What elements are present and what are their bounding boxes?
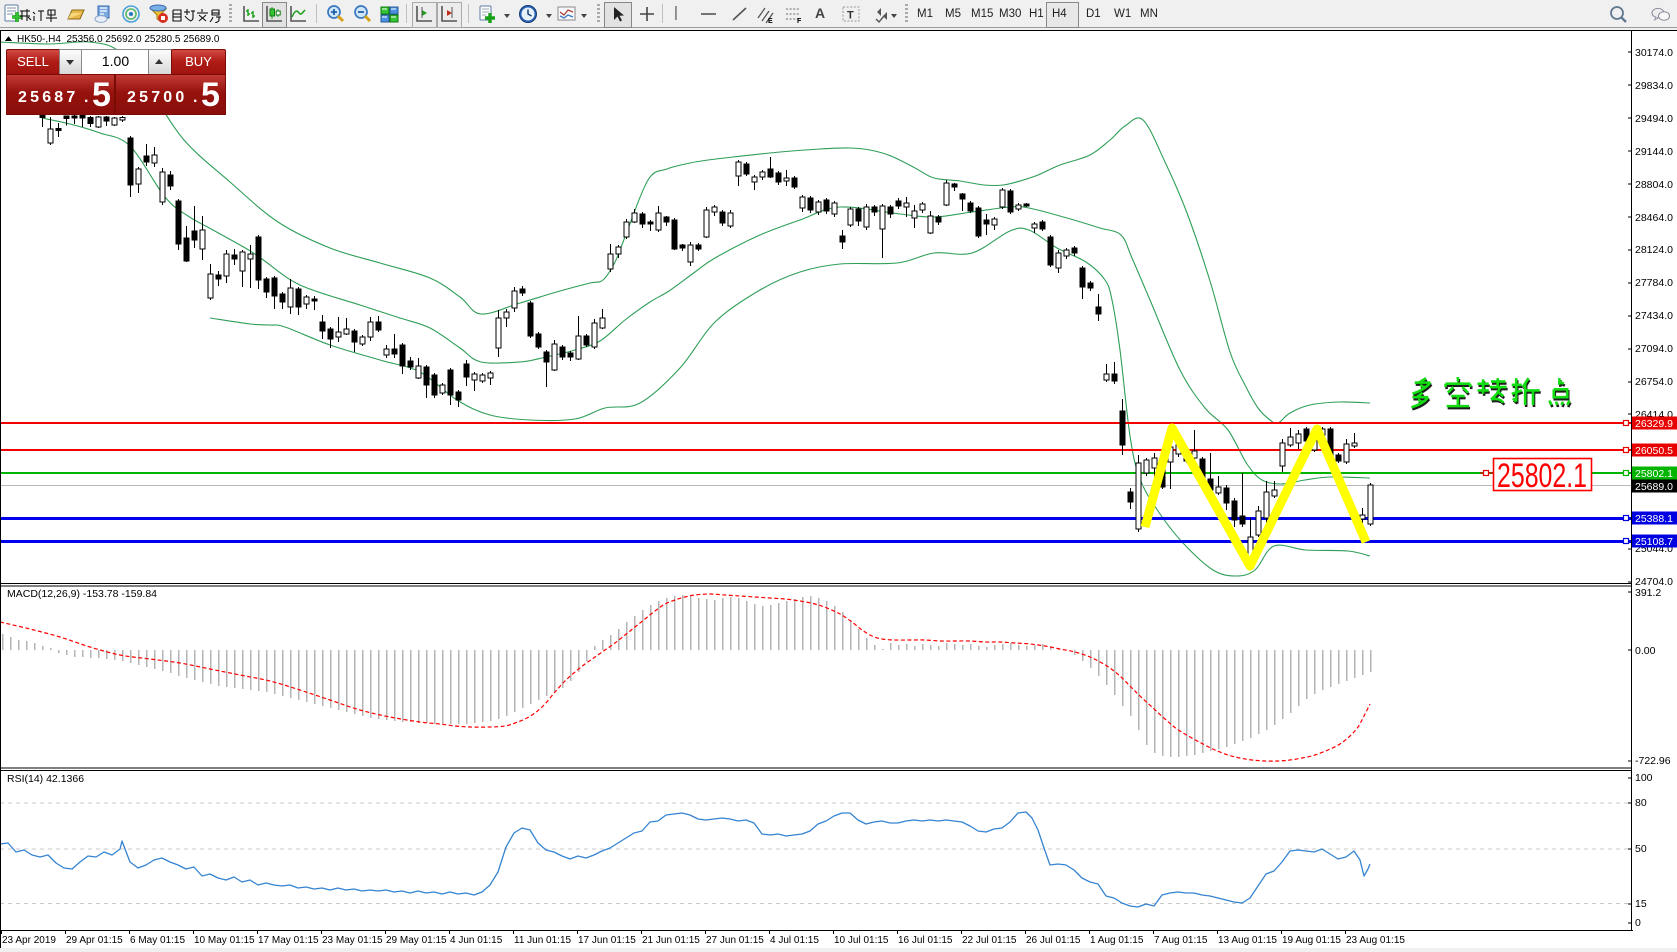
- svg-text:15: 15: [1635, 898, 1647, 910]
- svg-text:17 Jun 01:15: 17 Jun 01:15: [578, 935, 636, 946]
- svg-text:391.2: 391.2: [1635, 587, 1661, 599]
- svg-text:29 Apr 01:15: 29 Apr 01:15: [66, 935, 123, 946]
- svg-text:F: F: [797, 18, 802, 25]
- svg-text:13 Aug 01:15: 13 Aug 01:15: [1218, 935, 1277, 946]
- svg-text:29494.0: 29494.0: [1635, 113, 1673, 125]
- svg-text:RSI(14) 42.1366: RSI(14) 42.1366: [7, 773, 84, 785]
- svg-text:50: 50: [1635, 843, 1647, 855]
- svg-text:25802.1: 25802.1: [1635, 468, 1673, 480]
- svg-text:7 Aug 01:15: 7 Aug 01:15: [1154, 935, 1208, 946]
- svg-text:28804.0: 28804.0: [1635, 179, 1673, 191]
- svg-text:25689.0: 25689.0: [1635, 481, 1673, 493]
- svg-text:HK50-,H4 25356.0 25692.0 2528: HK50-,H4 25356.0 25692.0 25280.5 25689.0: [17, 34, 220, 45]
- svg-text:23 Aug 01:15: 23 Aug 01:15: [1346, 935, 1405, 946]
- svg-text:26 Jul 01:15: 26 Jul 01:15: [1026, 935, 1081, 946]
- svg-text:28464.0: 28464.0: [1635, 212, 1673, 224]
- svg-text:E: E: [768, 18, 773, 25]
- svg-text:0.00: 0.00: [1635, 645, 1656, 657]
- svg-text:27094.0: 27094.0: [1635, 343, 1673, 355]
- svg-text:80: 80: [1635, 797, 1647, 809]
- svg-text:16 Jul 01:15: 16 Jul 01:15: [898, 935, 953, 946]
- svg-text:11 Jun 01:15: 11 Jun 01:15: [514, 935, 572, 946]
- svg-text:27434.0: 27434.0: [1635, 310, 1673, 322]
- svg-text:30174.0: 30174.0: [1635, 47, 1673, 59]
- svg-text:1 Aug 01:15: 1 Aug 01:15: [1090, 935, 1144, 946]
- svg-text:10 Jul 01:15: 10 Jul 01:15: [834, 935, 889, 946]
- svg-text:26754.0: 26754.0: [1635, 376, 1673, 388]
- svg-text:25108.7: 25108.7: [1635, 536, 1673, 548]
- svg-text:MACD(12,26,9) -153.78 -159.84: MACD(12,26,9) -153.78 -159.84: [7, 588, 157, 600]
- svg-text:26329.9: 26329.9: [1635, 418, 1673, 430]
- svg-text:27 Jun 01:15: 27 Jun 01:15: [706, 935, 764, 946]
- svg-text:26050.5: 26050.5: [1635, 445, 1673, 457]
- svg-text:29834.0: 29834.0: [1635, 80, 1673, 92]
- svg-text:10 May 01:15: 10 May 01:15: [194, 935, 255, 946]
- svg-text:19 Aug 01:15: 19 Aug 01:15: [1282, 935, 1341, 946]
- svg-text:23 Apr 2019: 23 Apr 2019: [2, 935, 56, 946]
- svg-text:T: T: [847, 10, 854, 22]
- svg-text:25388.1: 25388.1: [1635, 513, 1673, 525]
- svg-text:29 May 01:15: 29 May 01:15: [386, 935, 447, 946]
- svg-text:22 Jul 01:15: 22 Jul 01:15: [962, 935, 1017, 946]
- svg-text:29144.0: 29144.0: [1635, 146, 1673, 158]
- svg-text:28124.0: 28124.0: [1635, 244, 1673, 256]
- svg-text:100: 100: [1635, 772, 1653, 784]
- svg-text:27784.0: 27784.0: [1635, 277, 1673, 289]
- svg-text:23 May 01:15: 23 May 01:15: [322, 935, 383, 946]
- svg-text:-722.96: -722.96: [1635, 755, 1671, 767]
- svg-text:6 May 01:15: 6 May 01:15: [130, 935, 185, 946]
- svg-text:25802.1: 25802.1: [1497, 457, 1587, 495]
- svg-text:4 Jul 01:15: 4 Jul 01:15: [770, 935, 819, 946]
- svg-text:24704.0: 24704.0: [1635, 576, 1673, 588]
- svg-text:0: 0: [1635, 917, 1641, 929]
- svg-text:17 May 01:15: 17 May 01:15: [258, 935, 319, 946]
- svg-text:21 Jun 01:15: 21 Jun 01:15: [642, 935, 700, 946]
- svg-text:4 Jun 01:15: 4 Jun 01:15: [450, 935, 503, 946]
